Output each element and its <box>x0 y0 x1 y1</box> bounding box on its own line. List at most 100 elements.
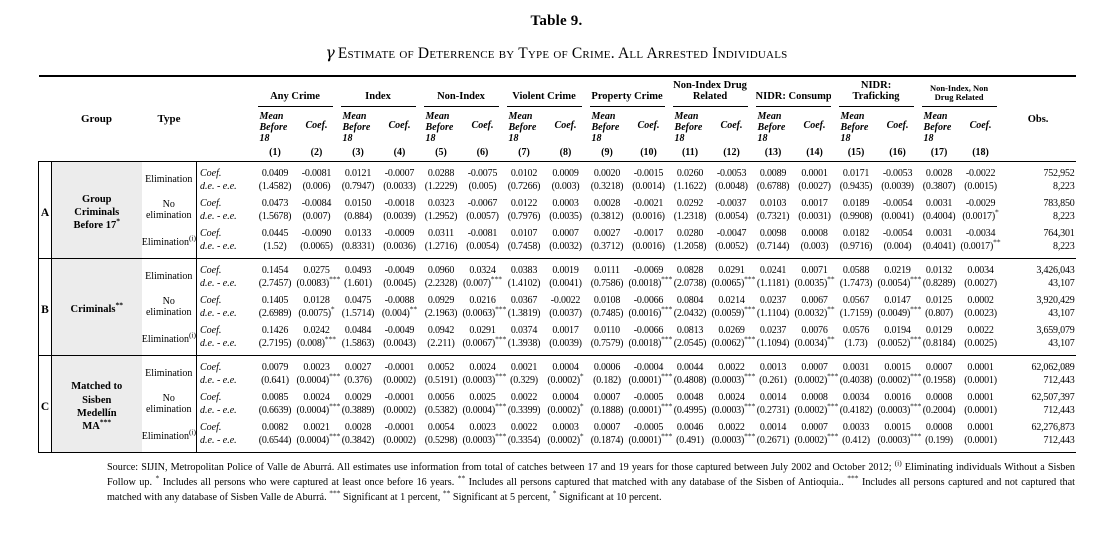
panel-a: A Group Criminals Before 17* Elimination Co… <box>38 161 1076 259</box>
coef-value: 0.0275 <box>303 265 330 277</box>
coef-value: 0.0280 <box>676 228 704 240</box>
obs-value: 712,443 <box>1043 375 1075 387</box>
se-value: (0.199) <box>925 435 953 447</box>
type-label-wrap: No elimination <box>142 393 196 416</box>
coef-value: 0.0082 <box>261 422 289 434</box>
se-value: (1.1104) <box>756 308 790 320</box>
se-value: (0.0083)*** <box>296 274 341 290</box>
stat-label-se: d.e. - e.e. <box>196 277 254 291</box>
coef-value: -0.0090 <box>301 228 332 240</box>
standard-error-row: d.e. - e.e. (0.6544) (0.0004)*** (0.3842) (0… <box>39 431 1076 453</box>
coef-value: 0.0033 <box>842 422 870 434</box>
obs-value: 43,107 <box>1048 308 1075 320</box>
obs-value: 8,223 <box>1053 211 1075 223</box>
coef-value: 0.0291 <box>718 265 745 277</box>
stat-label-coef: Coef. <box>196 417 254 435</box>
coef-value: -0.0069 <box>633 265 664 277</box>
significance-stars: *** <box>495 431 507 441</box>
panel-letter-header <box>39 76 52 162</box>
significance-stars: *** <box>495 371 507 381</box>
se-value: (1.1622) <box>673 181 707 193</box>
stat-label-coef: Coef. <box>196 193 254 211</box>
significance-stars: *** <box>324 334 336 344</box>
type-label-wrap: Elimination <box>142 368 196 380</box>
coef-value: 0.0128 <box>303 295 330 307</box>
coef-value: 0.0133 <box>344 228 372 240</box>
panel-c: C Matched to Sisben Medellín MA*** Elimina… <box>38 355 1076 453</box>
significance-stars: ** <box>827 334 835 344</box>
crime-group-label: Index <box>340 91 416 107</box>
panel-b: B Criminals** Elimination Coef. 0.1454 0.0275… <box>38 258 1076 356</box>
type-cell: Elimination(i) <box>142 320 197 356</box>
obs-value: 62,062,089 <box>1031 362 1075 374</box>
se-value: (0.6639) <box>258 405 292 417</box>
coef-value: 0.0015 <box>884 362 911 374</box>
se-value: (0.0054)*** <box>877 274 922 290</box>
se-value: (0.0017)** <box>960 237 1001 253</box>
significance-stars: *** <box>661 401 673 411</box>
obs-value: 3,426,043 <box>1036 265 1075 277</box>
column-number: (11) <box>681 147 699 159</box>
significance-stars: *** <box>329 401 341 411</box>
coef-value: -0.0053 <box>882 168 913 180</box>
type-label-wrap: No elimination <box>142 296 196 319</box>
significance-stars: * <box>579 371 584 381</box>
note-text: Significant at 10 percent. <box>556 492 662 504</box>
coef-value: -0.0017 <box>633 228 664 240</box>
coef-value: 0.0028 <box>925 168 953 180</box>
type-label-wrap: No elimination <box>142 199 196 222</box>
coef-value: 0.0023 <box>469 422 496 434</box>
se-value: (0.5298) <box>424 435 458 447</box>
se-value: (0.2004) <box>922 405 956 417</box>
coef-value: 0.0291 <box>469 325 496 337</box>
coef-value: 0.0125 <box>925 295 953 307</box>
group-name-cell: Group Criminals Before 17* <box>51 161 142 259</box>
se-value: (0.3812) <box>590 211 624 223</box>
se-value: (0.8184) <box>922 338 956 350</box>
se-value: (0.0017)* <box>962 207 999 223</box>
obs-value: 712,443 <box>1043 405 1075 417</box>
coef-value: -0.0084 <box>301 198 332 210</box>
se-value: (0.0004)*** <box>462 401 507 417</box>
se-value: (0.0001) <box>964 435 997 447</box>
significance-stars: *** <box>661 334 673 344</box>
se-value: (0.7579) <box>590 338 624 350</box>
coef-value: 0.0017 <box>552 325 579 337</box>
coef-value: 0.0121 <box>344 168 372 180</box>
coef-value: -0.0081 <box>467 228 498 240</box>
page-title: Table 9. <box>530 13 583 29</box>
coef-value: -0.0066 <box>633 325 664 337</box>
panel-letter: A <box>38 161 52 259</box>
coef-value: 0.0260 <box>676 168 704 180</box>
significance-stars: * <box>994 207 999 217</box>
coef-value: 0.0014 <box>759 422 787 434</box>
se-value: (0.0003)*** <box>711 371 756 387</box>
se-value: (0.3218) <box>590 181 624 193</box>
coef-value: 0.0383 <box>510 265 538 277</box>
significance-stars: *** <box>910 304 922 314</box>
significance-stars: *** <box>910 431 922 441</box>
significance-stars: *** <box>910 274 922 284</box>
obs-value: 783,850 <box>1043 198 1075 210</box>
type-cell: Elimination <box>142 356 197 388</box>
coef-value: 0.0015 <box>884 422 911 434</box>
type-cell: No elimination <box>142 193 197 223</box>
coef-value: 0.0028 <box>344 422 372 434</box>
coef-value: 0.0473 <box>261 198 289 210</box>
significance-stars: *** <box>744 274 756 284</box>
se-value: (0.4004) <box>922 211 956 223</box>
coef-value: 0.0001 <box>967 392 994 404</box>
se-value: (0.7266) <box>507 181 541 193</box>
se-value: (0.807) <box>925 308 953 320</box>
se-value: (0.6788) <box>756 181 790 193</box>
mean-before-18-header: Mean Before 18 <box>508 110 537 145</box>
obs-column-header: Obs. <box>1027 113 1049 125</box>
coef-value: -0.0007 <box>384 168 415 180</box>
se-value: (0.0016) <box>632 211 665 223</box>
crime-group-label: Non-Index <box>423 91 499 107</box>
coef-value: 0.0004 <box>552 392 579 404</box>
coef-row: Elimination(i) Coef. 0.1426 0.0242 0.0484 -0.… <box>39 320 1076 345</box>
coef-value: -0.0054 <box>882 198 913 210</box>
column-number: (8) <box>559 147 572 159</box>
se-value: (1.2716) <box>424 241 458 253</box>
